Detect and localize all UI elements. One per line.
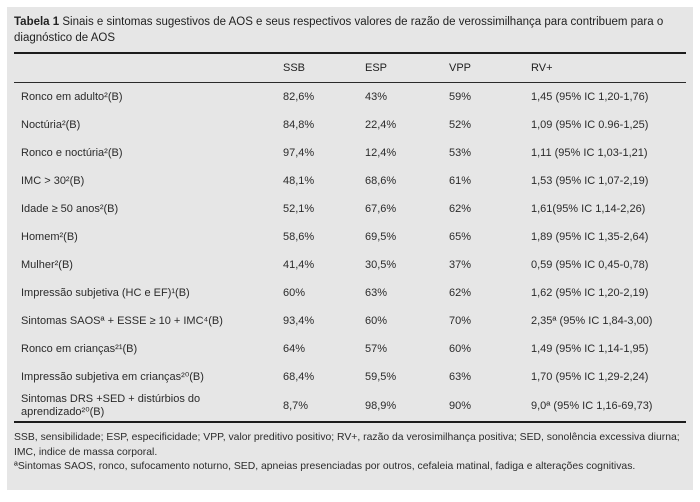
cell-rv: 1,89 (95% IC 1,35-2,64) [531, 231, 649, 243]
cell-rv: 2,35ª (95% IC 1,84-3,00) [531, 315, 653, 327]
table-row: Impressão subjetiva em crianças²⁰(B) 68,4… [14, 363, 686, 391]
row-label: Ronco em crianças²¹(B) [21, 342, 138, 355]
table-caption-number: Tabela 1 [14, 16, 60, 28]
cell-vpp: 90% [449, 400, 472, 412]
footnote-symptoms: ªSintomas SAOS, ronco, sufocamento notur… [14, 461, 636, 472]
cell-rv: 1,45 (95% IC 1,20-1,76) [531, 91, 649, 103]
cell-vpp: 59% [449, 91, 472, 103]
cell-rv: 9,0ª (95% IC 1,16-69,73) [531, 400, 653, 412]
table-row: Ronco e noctúria²(B) 97,4% 12,4% 53% 1,11 (9… [14, 139, 686, 167]
cell-esp: 57% [365, 343, 388, 355]
cell-vpp: 60% [449, 343, 472, 355]
row-label: Homem²(B) [21, 230, 78, 243]
cell-vpp: 70% [449, 315, 472, 327]
cell-esp: 22,4% [365, 119, 397, 131]
cell-ssb: 82,6% [283, 91, 315, 103]
table-row: Ronco em crianças²¹(B) 64% 57% 60% 1,49 (95%… [14, 335, 686, 363]
cell-ssb: 64% [283, 343, 306, 355]
cell-esp: 69,5% [365, 231, 397, 243]
row-label: Noctúria²(B) [21, 118, 81, 131]
row-label: Sintomas DRS +SED + distúrbios do aprend… [21, 393, 201, 418]
cell-vpp: 65% [449, 231, 472, 243]
cell-rv: 1,53 (95% IC 1,07-2,19) [531, 175, 649, 187]
cell-vpp: 63% [449, 371, 472, 383]
cell-esp: 59,5% [365, 371, 397, 383]
cell-ssb: 41,4% [283, 259, 315, 271]
cell-rv: 1,11 (95% IC 1,03-1,21) [531, 147, 648, 159]
row-label: Ronco e noctúria²(B) [21, 146, 123, 159]
header-ssb: SSB [283, 62, 306, 74]
cell-rv: 1,09 (95% IC 0.96-1,25) [531, 119, 649, 131]
cell-ssb: 68,4% [283, 371, 315, 383]
footnote-abbreviations: SSB, sensibilidade; ESP, especificidade;… [14, 432, 680, 458]
table-row: Homem²(B) 58,6% 69,5% 65% 1,89 (95% IC 1,35-… [14, 223, 686, 251]
cell-vpp: 53% [449, 147, 472, 159]
cell-rv: 1,61(95% IC 1,14-2,26) [531, 203, 646, 215]
cell-rv: 1,62 (95% IC 1,20-2,19) [531, 287, 649, 299]
table-header-row: SSB ESP VPP RV+ [14, 54, 686, 83]
row-label: Mulher²(B) [21, 258, 73, 271]
cell-vpp: 62% [449, 287, 472, 299]
table-row: Noctúria²(B) 84,8% 22,4% 52% 1,09 (95% IC 0.… [14, 111, 686, 139]
table-footnotes: SSB, sensibilidade; ESP, especificidade;… [14, 423, 686, 475]
cell-esp: 98,9% [365, 400, 397, 412]
table-row: Idade ≥ 50 anos²(B) 52,1% 67,6% 62% 1,61(95%… [14, 195, 686, 223]
table-row: Sintomas SAOSª + ESSE ≥ 10 + IMC⁴(B) 93,4… [14, 307, 686, 335]
row-label: IMC > 30²(B) [21, 174, 85, 187]
cell-ssb: 8,7% [283, 400, 309, 412]
table-row: IMC > 30²(B) 48,1% 68,6% 61% 1,53 (95% IC 1,… [14, 167, 686, 195]
row-label: Idade ≥ 50 anos²(B) [21, 202, 119, 215]
cell-esp: 68,6% [365, 175, 397, 187]
cell-esp: 43% [365, 91, 388, 103]
cell-ssb: 93,4% [283, 315, 315, 327]
table-caption-text: Sinais e sintomas sugestivos de AOS e se… [14, 16, 664, 44]
cell-esp: 67,6% [365, 203, 397, 215]
cell-ssb: 52,1% [283, 203, 315, 215]
header-rv: RV+ [531, 62, 553, 74]
cell-ssb: 60% [283, 287, 306, 299]
row-label: Impressão subjetiva (HC e EF)¹(B) [21, 286, 190, 299]
cell-vpp: 37% [449, 259, 472, 271]
header-vpp: VPP [449, 62, 472, 74]
cell-vpp: 52% [449, 119, 472, 131]
cell-rv: 1,49 (95% IC 1,14-1,95) [531, 343, 649, 355]
table-row: Ronco em adulto²(B) 82,6% 43% 59% 1,45 (95% … [14, 83, 686, 111]
cell-rv: 1,70 (95% IC 1,29-2,24) [531, 371, 649, 383]
table-row: Impressão subjetiva (HC e EF)¹(B) 60% 63% 6… [14, 279, 686, 307]
cell-ssb: 84,8% [283, 119, 315, 131]
table-caption: Tabela 1 Sinais e sintomas sugestivos de… [14, 7, 686, 52]
cell-esp: 60% [365, 315, 388, 327]
row-label: Sintomas SAOSª + ESSE ≥ 10 + IMC⁴(B) [21, 314, 223, 327]
cell-ssb: 58,6% [283, 231, 315, 243]
row-label: Impressão subjetiva em crianças²⁰(B) [21, 370, 204, 383]
table-panel: Tabela 1 Sinais e sintomas sugestivos de… [7, 7, 693, 490]
cell-esp: 63% [365, 287, 388, 299]
cell-rv: 0,59 (95% IC 0,45-0,78) [531, 259, 649, 271]
cell-vpp: 62% [449, 203, 472, 215]
cell-vpp: 61% [449, 175, 472, 187]
cell-esp: 30,5% [365, 259, 397, 271]
header-esp: ESP [365, 62, 388, 74]
cell-ssb: 48,1% [283, 175, 315, 187]
table-body: Ronco em adulto²(B) 82,6% 43% 59% 1,45 (95% … [14, 83, 686, 423]
row-label: Ronco em adulto²(B) [21, 90, 123, 103]
table-row: Sintomas DRS +SED + distúrbios do aprend… [14, 391, 686, 421]
cell-esp: 12,4% [365, 147, 397, 159]
table-row: Mulher²(B) 41,4% 30,5% 37% 0,59 (95% IC 0,45… [14, 251, 686, 279]
table: SSB ESP VPP RV+ Ronco em adulto²(B) 82,6%… [14, 52, 686, 475]
cell-ssb: 97,4% [283, 147, 315, 159]
